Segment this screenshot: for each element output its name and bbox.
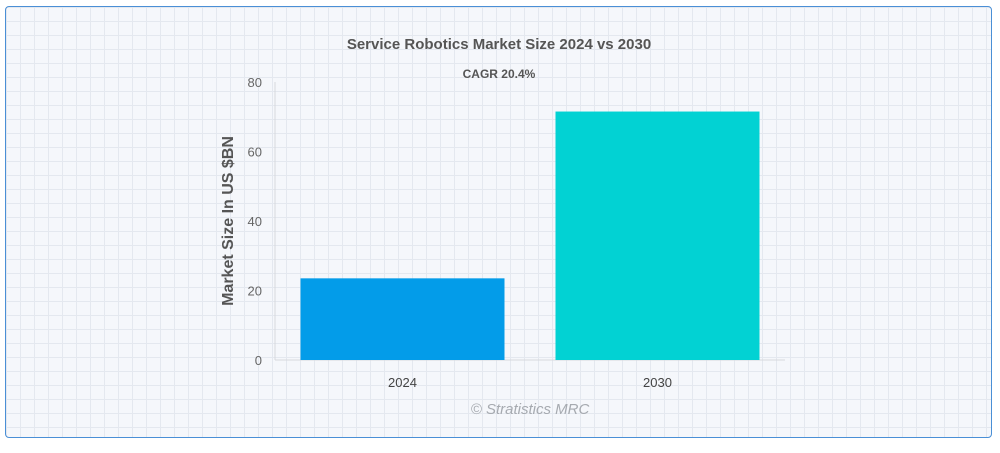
bar-2024 bbox=[300, 278, 505, 360]
chart-title: Service Robotics Market Size 2024 vs 203… bbox=[347, 36, 651, 53]
y-tick-label: 20 bbox=[248, 284, 262, 299]
x-tick-label: 2024 bbox=[388, 375, 417, 390]
y-axis-label: Market Size In US $BN bbox=[220, 136, 237, 306]
y-tick-label: 60 bbox=[248, 145, 262, 160]
x-tick-label: 2030 bbox=[643, 375, 672, 390]
y-tick-label: 80 bbox=[248, 75, 262, 90]
cagr-annotation: CAGR 20.4% bbox=[463, 67, 536, 81]
y-tick-label: 0 bbox=[255, 353, 262, 368]
bar-2030 bbox=[555, 111, 760, 360]
source-credit: © Stratistics MRC bbox=[471, 401, 590, 418]
y-tick-label: 40 bbox=[248, 214, 262, 229]
chart-frame bbox=[5, 6, 992, 438]
